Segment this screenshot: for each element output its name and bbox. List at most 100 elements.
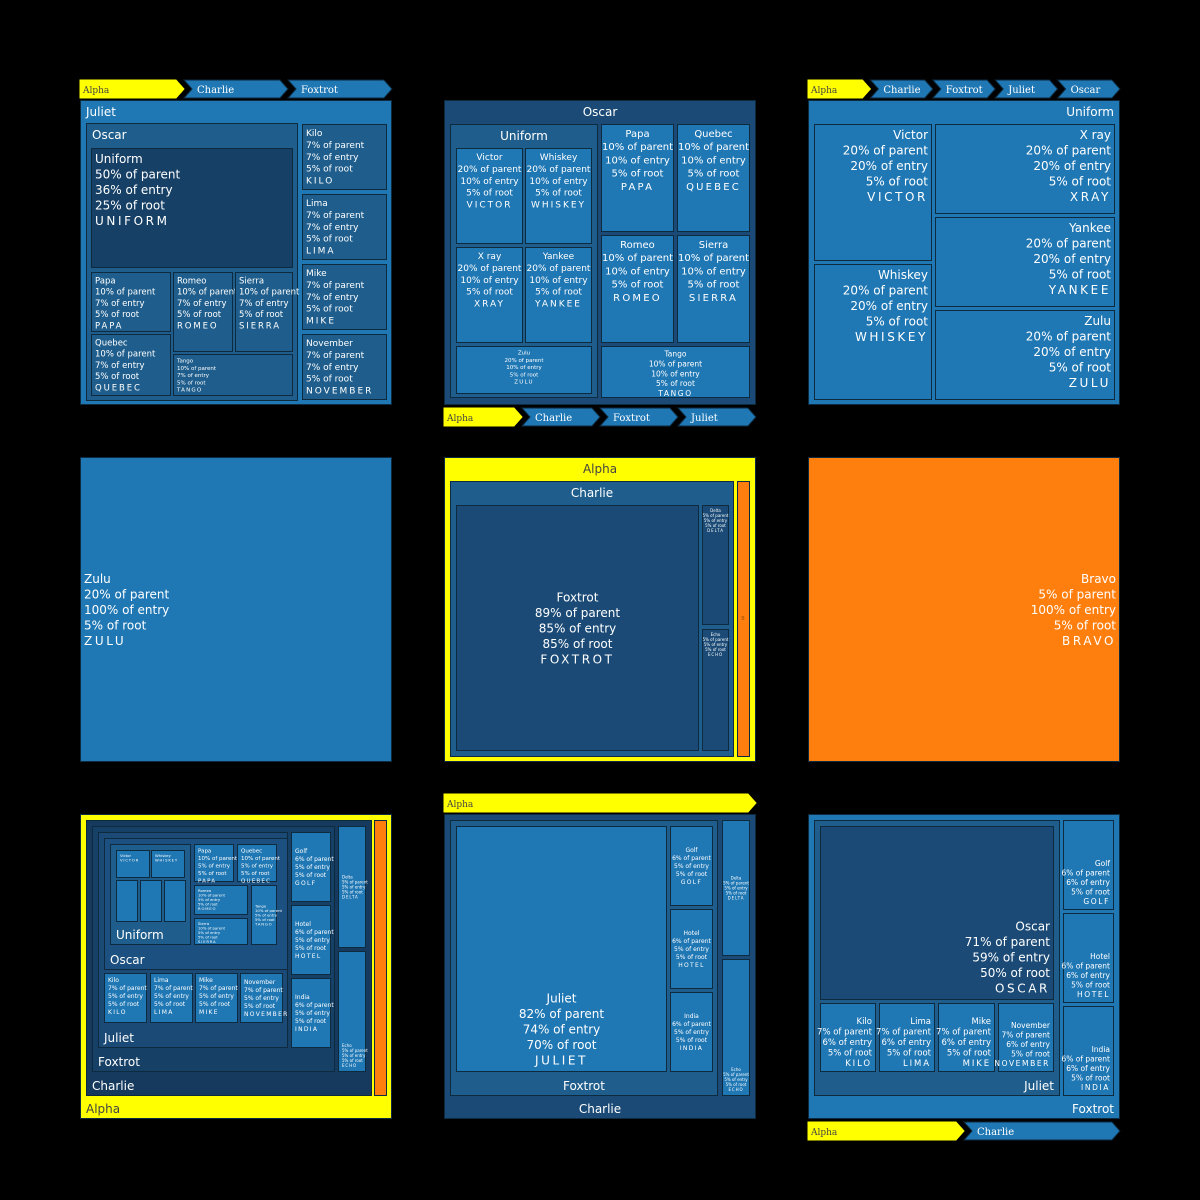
tile-delta[interactable] (722, 820, 750, 956)
tile-mike[interactable] (302, 264, 387, 330)
pathbar-p3-foxtrot[interactable] (931, 79, 996, 99)
tile-zulu[interactable] (80, 457, 392, 762)
tile-zulu-small[interactable] (164, 880, 186, 922)
tile-label-echo-name: Echo (731, 1067, 741, 1072)
tile-label-india-line1: 6% of parent (1062, 1055, 1111, 1064)
tile-echo[interactable] (702, 629, 729, 751)
tile-label-lima-line3: 5% of root (154, 1001, 186, 1008)
tile-bravo[interactable] (374, 820, 387, 1096)
pathbar-p1-alpha[interactable] (79, 79, 185, 99)
tile-label-whiskey-line2: 20% of entry (850, 299, 928, 313)
tile-papa[interactable] (601, 124, 674, 232)
tile-victor[interactable] (814, 124, 932, 261)
tile-label-sierra-line1: 10% of parent (198, 925, 225, 930)
tile-oscar[interactable] (820, 826, 1054, 1000)
tile-xray-small[interactable] (116, 880, 138, 922)
tile-romeo[interactable] (601, 235, 674, 343)
tile-lima[interactable] (302, 194, 387, 260)
tile-label-delta-name: Delta (710, 508, 721, 513)
tile-november[interactable] (240, 973, 283, 1023)
tile-quebec[interactable] (237, 844, 277, 882)
pathbar-p8-alpha[interactable] (443, 793, 757, 813)
tile-tango[interactable] (601, 346, 750, 398)
pathbar-p3-charlie[interactable] (869, 79, 934, 99)
tile-kilo[interactable] (104, 973, 147, 1023)
tile-x-ray[interactable] (456, 247, 523, 343)
pathbar-p1-charlie[interactable] (182, 79, 289, 99)
tile-golf[interactable] (291, 832, 331, 902)
pathbar-p9-charlie[interactable] (962, 1121, 1121, 1141)
tile-label-delta-line1: 5% of parent (723, 881, 749, 886)
pathbar-label-p2-charlie: Charlie (535, 413, 572, 424)
tile-zulu[interactable] (456, 346, 592, 394)
tile-india[interactable] (291, 978, 331, 1048)
tile-x-ray[interactable] (935, 124, 1115, 214)
tile-label-quebec-line1: 10% of parent (241, 856, 281, 862)
pathbar-p3-juliet[interactable] (994, 79, 1059, 99)
tile-tango[interactable] (251, 885, 277, 945)
tile-mike[interactable] (938, 1003, 995, 1072)
tile-label-romeo-name: Romeo (620, 240, 655, 251)
tile-quebec[interactable] (677, 124, 750, 232)
tile-lima[interactable] (879, 1003, 935, 1072)
tile-label-golf-line1: 6% of parent (295, 856, 334, 863)
tile-echo[interactable] (722, 959, 750, 1096)
tile-delta[interactable] (702, 505, 729, 625)
tile-whiskey[interactable] (525, 148, 592, 244)
tile-label-zulu-name: Zulu (1084, 314, 1111, 328)
tile-label-lima-id: LIMA (903, 1059, 931, 1069)
tile-tango[interactable] (173, 354, 293, 396)
tile-victor[interactable] (116, 850, 150, 878)
tile-golf[interactable] (1063, 820, 1114, 910)
pathbar-p3-alpha[interactable] (807, 79, 872, 99)
tile-india[interactable] (1063, 1006, 1114, 1096)
tile-mike[interactable] (195, 973, 238, 1023)
tile-sierra[interactable] (194, 918, 248, 945)
tile-sierra[interactable] (235, 272, 293, 352)
tile-papa[interactable] (91, 272, 171, 332)
tile-label-papa-line2: 7% of entry (95, 299, 145, 309)
tile-label-x-ray-id: XRAY (1070, 190, 1111, 204)
tile-golf[interactable] (670, 826, 713, 906)
tile-kilo[interactable] (302, 124, 387, 190)
tile-hotel[interactable] (670, 909, 713, 989)
tile-november[interactable] (302, 334, 387, 400)
tile-papa[interactable] (194, 844, 234, 882)
tile-whiskey[interactable] (151, 850, 185, 878)
tile-label-lima-id: LIMA (306, 247, 336, 257)
tile-romeo[interactable] (173, 272, 233, 352)
pathbar-p3-oscar[interactable] (1056, 79, 1121, 99)
tile-label-kilo-name: Kilo (306, 129, 323, 139)
tile-label-sierra-line1: 10% of parent (239, 288, 300, 298)
tile-bravo[interactable] (737, 481, 750, 757)
group-label-charlie: Charlie (92, 1079, 134, 1093)
tile-november[interactable] (998, 1003, 1054, 1072)
tile-uniform[interactable] (91, 148, 293, 268)
tile-india[interactable] (670, 992, 713, 1072)
tile-sierra[interactable] (677, 235, 750, 343)
tile-hotel[interactable] (291, 905, 331, 975)
pathbar-p2-juliet[interactable] (676, 407, 757, 427)
tile-juliet[interactable] (456, 826, 667, 1072)
pathbar-p9-alpha[interactable] (807, 1121, 965, 1141)
pathbar-p2-charlie[interactable] (520, 407, 601, 427)
tile-label-uniform-line3: 25% of root (95, 199, 165, 213)
tile-yankee[interactable] (935, 217, 1115, 307)
tile-foxtrot[interactable] (456, 505, 699, 751)
tile-zulu[interactable] (935, 310, 1115, 400)
tile-quebec[interactable] (91, 334, 171, 396)
tile-whiskey[interactable] (814, 264, 932, 400)
tile-romeo[interactable] (194, 885, 248, 915)
pathbar-p2-alpha[interactable] (443, 407, 523, 427)
pathbar-p1-foxtrot[interactable] (286, 79, 393, 99)
tile-victor[interactable] (456, 148, 523, 244)
tile-delta[interactable] (338, 826, 366, 948)
tile-echo[interactable] (338, 951, 366, 1072)
tile-yankee[interactable] (525, 247, 592, 343)
tile-kilo[interactable] (820, 1003, 876, 1072)
tile-bravo[interactable] (808, 457, 1120, 762)
tile-hotel[interactable] (1063, 913, 1114, 1003)
tile-yankee-small[interactable] (140, 880, 162, 922)
pathbar-p2-foxtrot[interactable] (598, 407, 679, 427)
tile-lima[interactable] (150, 973, 193, 1023)
